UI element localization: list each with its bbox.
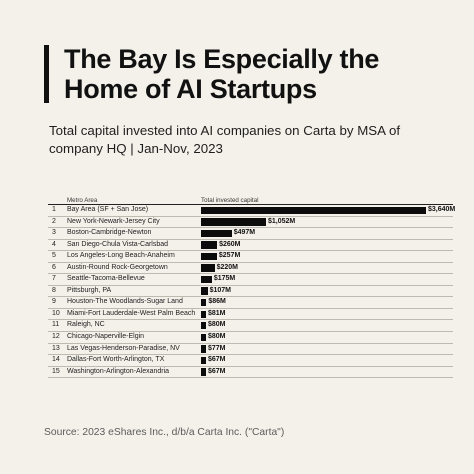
table-row: 5 Los Angeles-Long Beach-Anaheim $257M xyxy=(48,251,453,263)
table-row: 6 Austin-Round Rock-Georgetown $220M xyxy=(48,263,453,275)
rank-label: 14 xyxy=(52,356,60,364)
value-label: $175M xyxy=(213,275,236,283)
table-row: 11 Raleigh, NC $80M xyxy=(48,320,453,333)
rank-label: 10 xyxy=(52,309,60,317)
table-row: 12 Chicago-Naperville-Elgin $80M xyxy=(48,332,453,344)
value-label: $67M xyxy=(208,356,226,364)
bar xyxy=(201,287,208,295)
table-row: 3 Boston-Cambridge-Newton $497M xyxy=(48,228,453,240)
metro-label: Los Angeles-Long Beach-Anaheim xyxy=(67,252,175,260)
bar xyxy=(201,206,426,214)
table-row: 9 Houston-The Woodlands-Sugar Land $86M xyxy=(48,297,453,309)
value-label: $260M xyxy=(219,240,241,248)
value-label: $257M xyxy=(218,252,241,260)
bar xyxy=(201,275,212,284)
bar xyxy=(201,218,267,226)
rank-label: 3 xyxy=(52,229,56,237)
table-row: 15 Washington-Arlington-Alexandria $67M xyxy=(48,367,453,379)
metro-label: New York-Newark-Jersey City xyxy=(67,217,160,225)
table-row: 13 Las Vegas-Henderson-Paradise, NV $77M xyxy=(48,344,453,356)
bar xyxy=(201,368,206,376)
metro-label: Las Vegas-Henderson-Paradise, NV xyxy=(67,344,180,352)
metro-label: San Diego-Chula Vista-Carlsbad xyxy=(67,240,169,248)
rank-label: 13 xyxy=(52,344,60,352)
metro-label: Austin-Round Rock-Georgetown xyxy=(67,263,168,271)
table-row: 10 Miami-Fort Lauderdale-West Palm Beach $… xyxy=(48,309,453,321)
table-row: 8 Pittsburgh, PA $107M xyxy=(48,286,453,298)
value-label: $80M xyxy=(208,333,226,341)
metro-label: Boston-Cambridge-Newton xyxy=(67,229,152,237)
chart-subtitle: Total capital invested into AI companies… xyxy=(49,123,401,156)
bar xyxy=(201,264,215,272)
metro-label: Raleigh, NC xyxy=(67,321,105,329)
value-label: $3,640M xyxy=(428,206,456,213)
metro-label: Pittsburgh, PA xyxy=(67,286,112,294)
rank-label: 15 xyxy=(52,367,60,375)
value-label: $107M xyxy=(209,286,232,294)
metro-label: Miami-Fort Lauderdale-West Palm Beach xyxy=(67,309,196,317)
bar xyxy=(201,322,206,330)
value-label: $67M xyxy=(208,367,226,375)
rank-label: 9 xyxy=(52,298,56,306)
bar xyxy=(201,298,207,307)
rank-label: 2 xyxy=(52,217,56,225)
rank-label: 12 xyxy=(52,333,60,341)
metro-column-header: Metro Area xyxy=(67,197,98,204)
bar xyxy=(201,356,206,365)
rank-label: 11 xyxy=(52,321,60,329)
chart-title: The Bay Is Especially the Home of AI Sta… xyxy=(64,44,380,104)
table-row: 2 New York-Newark-Jersey City $1,052M xyxy=(48,217,453,229)
value-label: $220M xyxy=(216,263,238,271)
table-row: 1 Bay Area (SF + San Jose) $3,640M xyxy=(48,205,456,217)
value-label: $86M xyxy=(208,298,226,306)
rank-label: 4 xyxy=(52,240,56,248)
metro-label: Washington-Arlington-Alexandria xyxy=(67,367,170,375)
bar xyxy=(201,345,206,353)
bar xyxy=(201,333,206,341)
value-label: $80M xyxy=(208,321,226,329)
rank-label: 6 xyxy=(52,263,56,271)
rank-label: 7 xyxy=(52,275,56,283)
rank-label: 8 xyxy=(52,286,56,294)
bar xyxy=(201,252,217,261)
metro-label: Dallas-Fort Worth-Arlington, TX xyxy=(67,356,165,364)
table-row: 4 San Diego-Chula Vista-Carlsbad $260M xyxy=(48,240,453,252)
rank-label: 1 xyxy=(52,206,56,213)
total-column-header: Total invested capital xyxy=(201,197,259,204)
bar xyxy=(201,241,218,249)
source-note: Source: 2023 eShares Inc., d/b/a Carta I… xyxy=(44,427,285,438)
rank-label: 5 xyxy=(52,252,56,260)
bar xyxy=(201,229,232,238)
metro-label: Seattle-Tacoma-Bellevue xyxy=(67,275,145,283)
metro-label: Houston-The Woodlands-Sugar Land xyxy=(67,298,183,306)
table-row: 7 Seattle-Tacoma-Bellevue $175M xyxy=(48,274,453,286)
value-label: $1,052M xyxy=(268,217,296,225)
bar-table: 1 Bay Area (SF + San Jose) $3,640M 2 New Yor… xyxy=(48,204,456,379)
title-accent-bar xyxy=(44,45,49,103)
metro-label: Chicago-Naperville-Elgin xyxy=(67,333,145,341)
value-label: $77M xyxy=(208,344,226,352)
metro-label: Bay Area (SF + San Jose) xyxy=(67,206,149,213)
value-label: $81M xyxy=(208,309,226,317)
bar xyxy=(201,310,206,318)
table-row: 14 Dallas-Fort Worth-Arlington, TX $67M xyxy=(48,355,453,367)
value-label: $497M xyxy=(233,229,256,237)
